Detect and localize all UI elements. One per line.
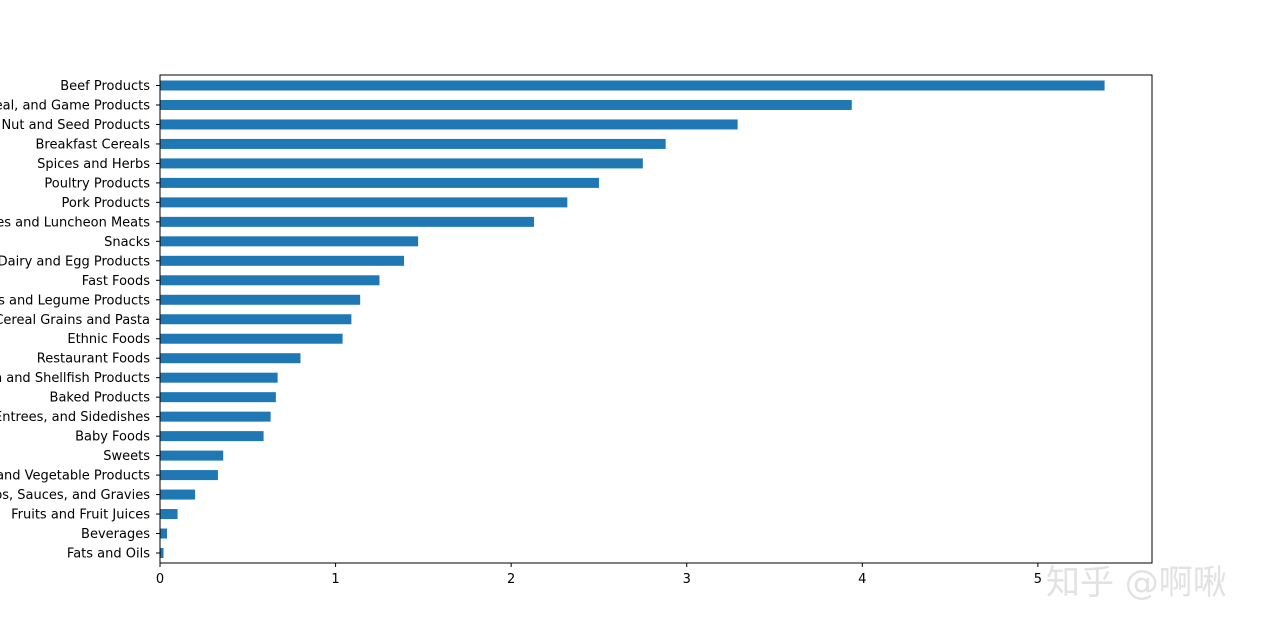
bar: [160, 372, 278, 383]
bar: [160, 548, 164, 558]
bar: [160, 80, 1105, 91]
x-tick-label: 1: [331, 572, 339, 587]
y-tick-label: Dairy and Egg Products: [0, 254, 150, 269]
y-tick-label: Fruits and Fruit Juices: [11, 508, 150, 523]
bar: [160, 216, 534, 227]
y-tick-label: Beef Products: [60, 79, 150, 94]
y-tick-label: Beverages: [81, 527, 150, 542]
y-tick-label: Legumes and Legume Products: [0, 293, 150, 308]
bar: [160, 99, 852, 110]
bar: [160, 431, 264, 442]
bar: [160, 138, 666, 149]
y-tick-label: Sweets: [103, 449, 150, 464]
bar: [160, 275, 380, 286]
y-tick-label: Baby Foods: [75, 430, 150, 445]
y-tick-label: Poultry Products: [44, 176, 150, 191]
y-tick-label: Nut and Seed Products: [1, 118, 150, 133]
y-tick-label: Lamb, Veal, and Game Products: [0, 98, 150, 113]
y-tick-label: Ethnic Foods: [67, 332, 150, 347]
y-tick-label: Pork Products: [62, 196, 151, 211]
x-tick-label: 3: [683, 572, 691, 587]
bar: [160, 470, 218, 481]
bar: [160, 314, 352, 325]
x-tick-label: 2: [507, 572, 515, 587]
bars-group: [160, 80, 1105, 558]
y-tick-label: Meals, Entrees, and Sidedishes: [0, 410, 150, 425]
y-tick-label: Fast Foods: [82, 274, 150, 289]
bar: [160, 353, 301, 364]
bar: [160, 294, 361, 305]
y-tick-label: Breakfast Cereals: [36, 137, 151, 152]
x-tick-label: 4: [858, 572, 866, 587]
x-tick-label: 5: [1034, 572, 1042, 587]
bar: [160, 197, 568, 208]
bar: [160, 411, 271, 422]
y-tick-label: Snacks: [104, 235, 150, 250]
y-tick-label: Spices and Herbs: [37, 157, 150, 172]
x-tick-label: 0: [156, 572, 164, 587]
y-tick-label: Soups, Sauces, and Gravies: [0, 488, 150, 503]
bar: [160, 119, 738, 130]
bar: [160, 158, 643, 169]
y-tick-label: Fats and Oils: [67, 547, 150, 562]
y-tick-label: Vegetables and Vegetable Products: [0, 469, 150, 484]
bar: [160, 255, 405, 266]
bar: [160, 392, 276, 403]
y-tick-label: Cereal Grains and Pasta: [0, 313, 150, 328]
bar: [160, 236, 419, 247]
y-tick-label: Sausages and Luncheon Meats: [0, 215, 150, 230]
plot-frame: [159, 74, 1153, 564]
bar: [160, 489, 196, 500]
y-tick-label: Finfish and Shellfish Products: [0, 371, 150, 386]
bar: [160, 450, 224, 461]
bar: [160, 177, 599, 188]
y-tick-label: Restaurant Foods: [37, 352, 150, 367]
bar: [160, 528, 168, 539]
y-tick-labels: Beef Products Lamb, Veal, and Game Produc…: [0, 79, 160, 562]
y-tick-label: Baked Products: [50, 391, 151, 406]
x-ticks: 0 1 2 3 4 5: [156, 563, 1042, 587]
bar: [160, 509, 178, 520]
watermark: 知乎 @啊啾: [1046, 563, 1227, 603]
bar: [160, 333, 343, 344]
